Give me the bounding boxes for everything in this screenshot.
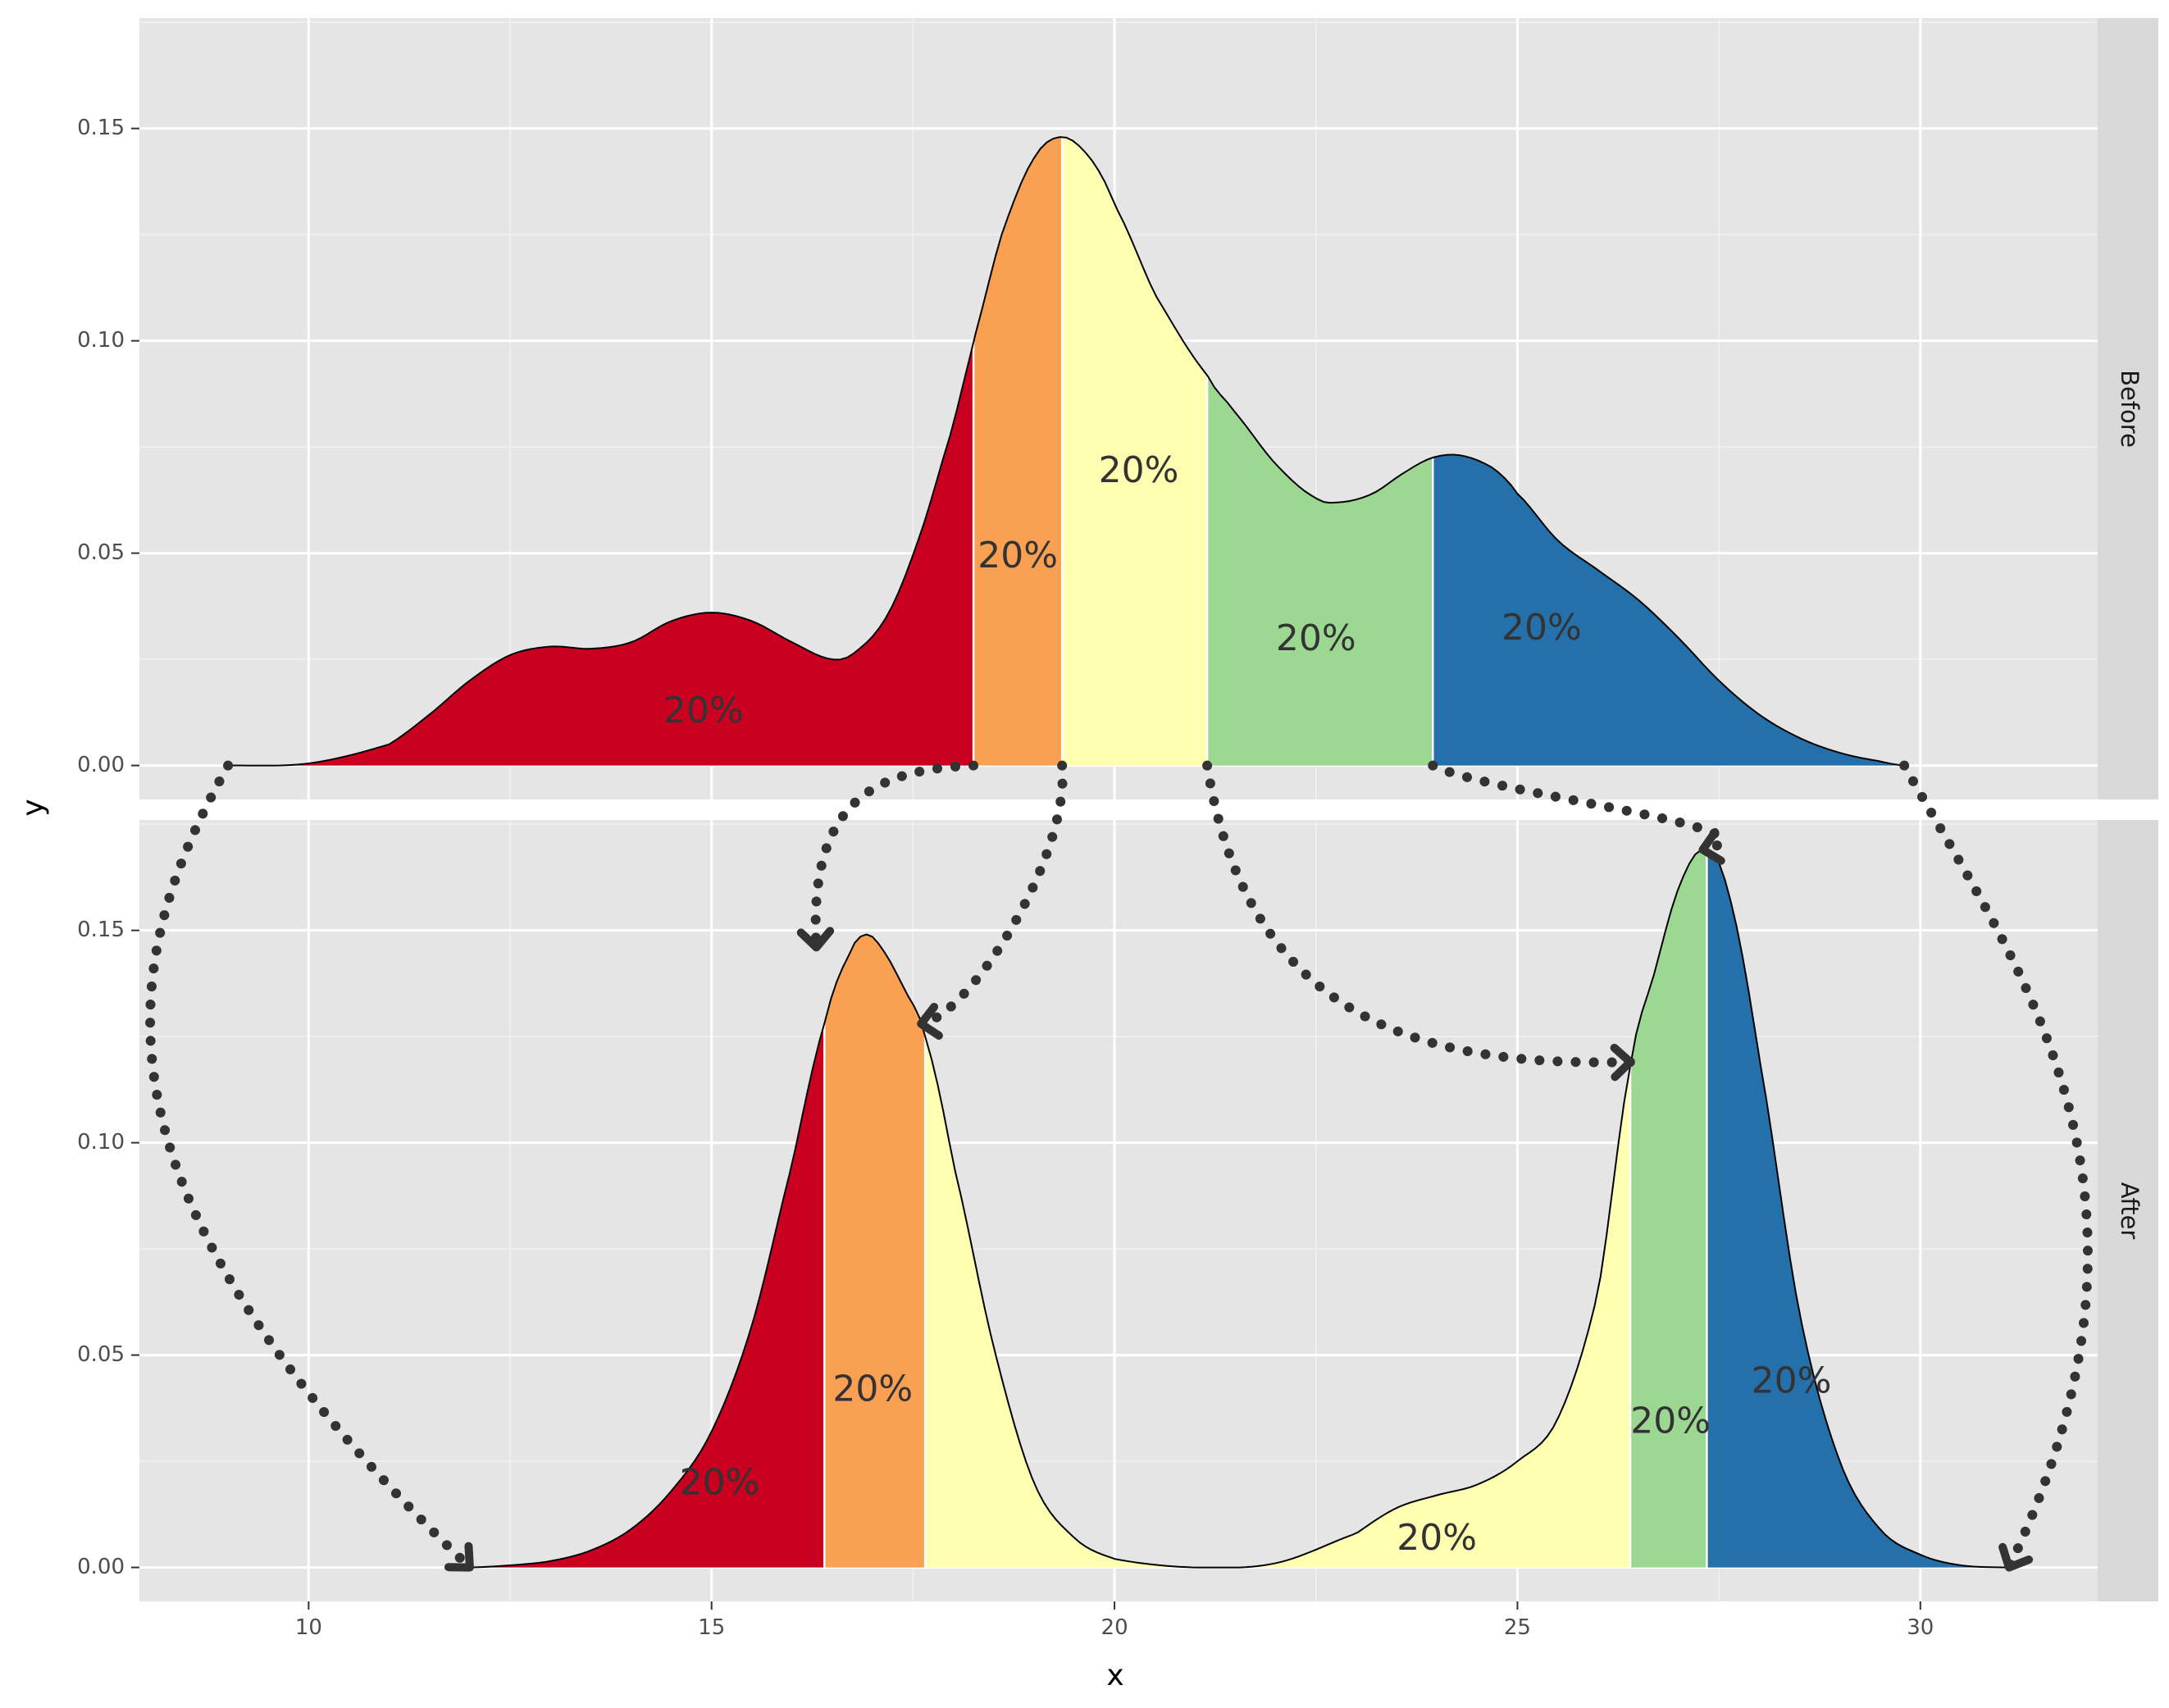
density-segment-4	[1207, 375, 1433, 766]
arrowhead-icon	[917, 1003, 943, 1040]
y-tick-label: 0.00	[77, 753, 125, 777]
y-tick-label: 0.10	[77, 1130, 125, 1155]
segment-label-5: 20%	[1501, 607, 1582, 649]
arrowhead-icon	[1610, 1043, 1635, 1082]
facet-label-before: Before	[2116, 370, 2144, 448]
density-segment-3	[1062, 137, 1208, 766]
panel-before: 20% 20% 20% 20% 20% Before	[139, 18, 2158, 799]
arrowhead-icon	[796, 927, 835, 952]
density-segment-3	[925, 1036, 1631, 1568]
facet-strip	[2098, 820, 2158, 1601]
segment-label-2: 20%	[977, 535, 1058, 576]
transform-arrow-2	[810, 760, 979, 953]
y-axis-title: y	[16, 799, 50, 816]
density-segment-5	[1706, 849, 2009, 1568]
transform-arrow-5	[1428, 760, 1727, 855]
segment-label-1: 20%	[663, 690, 744, 731]
panels-layer: 20% 20% 20% 20% 20% Before 20% 20% 20% 20% 20% Afte…	[139, 18, 2158, 1601]
arrowhead-icon	[444, 1542, 474, 1572]
y-tick-label: 0.05	[77, 540, 125, 565]
arrows-layer	[145, 760, 2093, 1573]
arrowhead-icon	[1698, 827, 1725, 865]
x-tick-label: 15	[698, 1615, 725, 1640]
y-tick-label: 0.15	[77, 918, 125, 942]
segment-label-2: 20%	[832, 1369, 913, 1410]
transform-arrow-4	[1202, 760, 1636, 1068]
segment-label-4: 20%	[1630, 1400, 1711, 1442]
x-tick-label: 30	[1907, 1615, 1934, 1640]
segment-label-1: 20%	[680, 1462, 760, 1504]
transform-arrow-6	[1899, 760, 2093, 1573]
y-tick-label: 0.15	[77, 116, 125, 140]
panel-after: 20% 20% 20% 20% 20% After	[139, 820, 2158, 1601]
y-tick-label: 0.05	[77, 1342, 125, 1367]
y-tick-label: 0.00	[77, 1555, 125, 1579]
density-segment-4	[1630, 849, 1707, 1568]
density-segment-1	[469, 1023, 825, 1568]
segment-label-3: 20%	[1099, 449, 1179, 491]
facet-strip	[2098, 18, 2158, 799]
transform-arrow-3	[916, 760, 1068, 1029]
facet-label-after: After	[2116, 1182, 2144, 1240]
density-outline	[469, 849, 2009, 1569]
x-tick-label: 10	[295, 1615, 322, 1640]
segment-label-3: 20%	[1397, 1517, 1477, 1559]
segment-label-4: 20%	[1276, 617, 1356, 659]
density-segment-5	[1433, 454, 1905, 766]
density-segment-2	[973, 137, 1063, 766]
density-segment-1	[228, 340, 974, 766]
density-outline	[228, 136, 1905, 767]
density-segment-2	[824, 934, 926, 1568]
x-tick-label: 20	[1101, 1615, 1128, 1640]
axes-layer: 0.00 0.05 0.10 0.15 0.00 0.05 0.10 0.15 10 15 20 25…	[77, 116, 1934, 1640]
x-tick-label: 25	[1504, 1615, 1531, 1640]
transform-arrow-1	[145, 760, 475, 1573]
x-axis-title: x	[1106, 1659, 1123, 1692]
y-tick-label: 0.10	[77, 328, 125, 353]
arrowhead-icon	[1998, 1542, 2034, 1572]
segment-label-5: 20%	[1752, 1360, 1832, 1401]
